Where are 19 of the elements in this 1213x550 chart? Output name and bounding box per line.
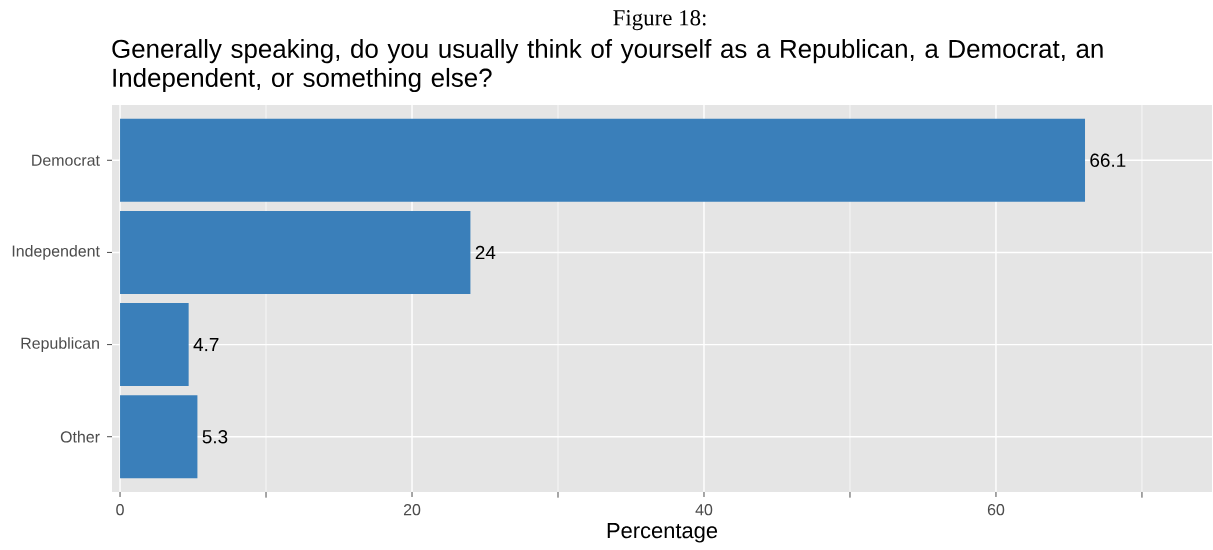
y-tick-label: Other <box>60 430 100 443</box>
x-tick-label: 40 <box>695 504 713 516</box>
bar <box>120 118 1086 202</box>
y-tick-label: Independent <box>12 244 100 260</box>
bar <box>120 395 198 479</box>
data-label: 5.3 <box>202 430 228 444</box>
x-tick-label: 20 <box>403 504 421 516</box>
y-tick-label: Democrat <box>32 154 100 166</box>
chart-title: Figure 18: <box>613 10 706 31</box>
bar <box>120 210 471 294</box>
y-tick-label: Republican <box>21 337 99 353</box>
x-axis-title: Percentage <box>607 523 718 543</box>
x-tick-label: 0 <box>116 504 124 516</box>
x-tick-label: 60 <box>987 504 1005 516</box>
bar <box>120 303 189 387</box>
data-label: 24 <box>475 245 496 260</box>
chart-subtitle: Generally speaking, do you usually think of yourself as a Republican, a Democrat, an Independent, or something else? <box>112 39 1103 93</box>
data-label: 66.1 <box>1090 153 1126 167</box>
data-label: 4.7 <box>193 338 219 352</box>
